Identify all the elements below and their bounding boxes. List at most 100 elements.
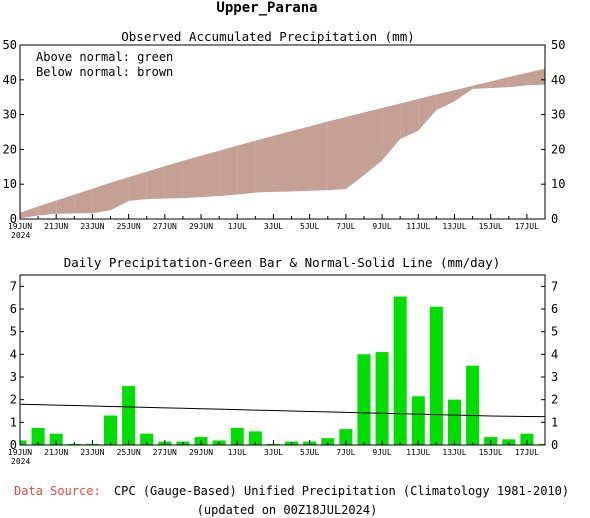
bot-xlabel-10: 9JUL	[372, 448, 391, 457]
top-xlabel-1: 21JUN	[44, 222, 68, 231]
top-xlabel-7: 3JUL	[264, 222, 283, 231]
daily-bar-19	[357, 354, 371, 445]
top-ylabel-left-0: 0	[10, 212, 17, 226]
bot-ylabel-right-4: 4	[551, 347, 558, 361]
normal-line-group	[19, 403, 546, 418]
top-ylabel-left-5: 50	[3, 38, 17, 52]
bot-ylabel-right-5: 5	[551, 325, 558, 339]
top-xlabel-6: 1JUL	[228, 222, 247, 231]
bot-xlabel-9: 7JUL	[336, 448, 355, 457]
accum-segment-22	[418, 94, 437, 131]
bot-ylabel-right-0: 0	[551, 438, 558, 452]
accum-segment-23	[436, 90, 455, 111]
daily-bar-7	[140, 433, 154, 445]
bot-ylabel-right-2: 2	[551, 393, 558, 407]
bot-ylabel-right-1: 1	[551, 415, 558, 429]
page-title: Upper_Parana	[216, 0, 317, 16]
top-xlabel-9: 7JUL	[336, 222, 355, 231]
bot-xlabel-14: 17JUL	[515, 448, 539, 457]
bot-ylabel-left-5: 5	[10, 325, 17, 339]
accum-segment-15	[291, 126, 310, 192]
daily-bar-12	[230, 428, 244, 445]
bottom-chart-frame	[19, 274, 546, 446]
daily-bars-group	[20, 296, 545, 445]
top-ylabel-right-5: 50	[551, 38, 565, 52]
daily-bar-17	[321, 438, 335, 445]
top-chart-title: Observed Accumulated Precipitation (mm)	[121, 29, 415, 44]
bot-xlabel-12: 13JUL	[442, 448, 466, 457]
daily-bar-6	[122, 386, 136, 445]
accum-segment-5	[110, 177, 129, 211]
source-label: Data Source:	[14, 484, 101, 498]
top-xlabel-13: 15JUL	[479, 222, 503, 231]
footer-source-line: Data Source: CPC (Gauge-Based) Unified P…	[14, 484, 569, 498]
bot-xlabel-3: 25JUN	[117, 448, 141, 457]
top-xlabel-10: 9JUL	[372, 222, 391, 231]
daily-bar-24	[447, 399, 461, 445]
daily-bar-20	[375, 352, 389, 445]
daily-bar-23	[429, 306, 443, 445]
accum-segment-24	[454, 85, 473, 102]
daily-bar-18	[339, 429, 353, 445]
daily-bar-25	[466, 365, 480, 445]
top-chart-axes: 0 0 10 10 20 20 30 30 40 40 50 50 19JUN 21JUN 23JUN 25J…	[3, 38, 566, 240]
daily-bar-0	[20, 440, 27, 445]
accum-segment-14	[273, 130, 292, 192]
top-chart-frame	[19, 44, 546, 220]
source-text: CPC (Gauge-Based) Unified Precipitation …	[114, 484, 569, 498]
top-xlabel-5: 29JUN	[189, 222, 213, 231]
legend-below: Below normal: brown	[36, 65, 173, 79]
accum-segment-6	[128, 171, 147, 201]
normal-daily-line	[19, 403, 546, 418]
bot-xlabel-2: 23JUN	[80, 448, 104, 457]
bottom-chart-title: Daily Precipitation-Green Bar & Normal-S…	[64, 255, 501, 270]
top-xlabel-11: 11JUL	[406, 222, 430, 231]
daily-bar-21	[393, 296, 407, 445]
bot-year-label: 2024	[11, 457, 30, 466]
daily-bar-1	[31, 428, 45, 445]
bot-ylabel-left-7: 7	[10, 279, 17, 293]
accum-segment-2	[56, 194, 75, 214]
legend-above: Above normal: green	[36, 50, 173, 64]
daily-bar-5	[104, 415, 118, 445]
accum-segment-16	[309, 121, 328, 191]
top-ylabel-left-2: 20	[3, 142, 17, 156]
accum-segment-13	[255, 135, 274, 193]
bot-ylabel-right-6: 6	[551, 302, 558, 316]
bottom-chart-axes: 0 0 1 1 2 2 3 3 4 4 5 5 6 6 7 7 19JUN 21JUN 23JUN 25JUN 27JU…	[8, 279, 558, 466]
top-ylabel-left-1: 10	[3, 177, 17, 191]
bot-xlabel-0: 19JUN	[8, 448, 32, 457]
accum-segment-18	[345, 112, 364, 190]
daily-bar-22	[411, 396, 425, 445]
bot-ylabel-right-7: 7	[551, 279, 558, 293]
accum-segment-25	[472, 81, 491, 89]
top-ylabel-right-4: 40	[551, 73, 565, 87]
accum-segment-12	[237, 140, 256, 195]
accum-segment-17	[327, 117, 346, 191]
bot-xlabel-4: 27JUN	[153, 448, 177, 457]
top-ylabel-right-3: 30	[551, 108, 565, 122]
accum-segment-20	[382, 103, 401, 161]
daily-bar-13	[248, 431, 262, 445]
accum-segment-7	[146, 166, 165, 200]
bot-ylabel-left-0: 0	[10, 438, 17, 452]
top-xlabel-0: 19JUN	[8, 222, 32, 231]
accum-segment-27	[508, 72, 527, 88]
top-xlabel-12: 13JUL	[442, 222, 466, 231]
daily-bar-28	[520, 433, 534, 445]
bot-ylabel-left-1: 1	[10, 415, 17, 429]
daily-bar-2	[49, 433, 63, 445]
bot-xlabel-13: 15JUL	[479, 448, 503, 457]
top-ylabel-right-2: 20	[551, 142, 565, 156]
accum-segment-8	[164, 160, 183, 199]
accum-segment-4	[92, 182, 111, 214]
bot-ylabel-left-6: 6	[10, 302, 17, 316]
accum-segment-1	[38, 200, 57, 216]
accum-segment-26	[490, 77, 509, 89]
top-xlabel-14: 17JUL	[515, 222, 539, 231]
bot-ylabel-left-4: 4	[10, 347, 17, 361]
top-year-label: 2024	[11, 231, 30, 240]
bot-xlabel-6: 1JUL	[228, 448, 247, 457]
top-ylabel-left-4: 40	[3, 73, 17, 87]
